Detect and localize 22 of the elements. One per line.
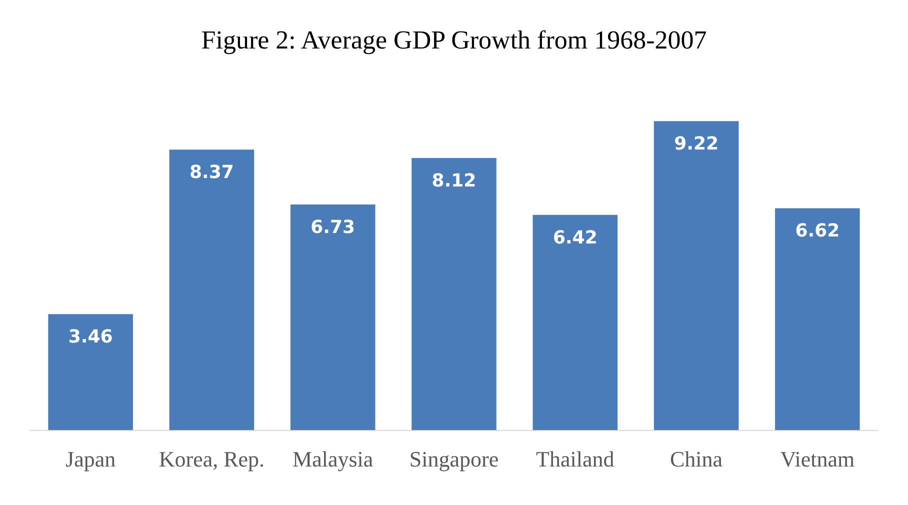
data-label: 6.62 [795,220,840,242]
x-tick-label: Singapore [409,446,499,472]
data-label: 8.12 [432,170,476,192]
x-tick-label: Japan [66,446,116,472]
data-label: 6.73 [310,217,356,238]
data-label: 3.46 [68,326,113,348]
x-tick-label: China [670,446,723,472]
bar [412,158,496,430]
chart-title: Figure 2: Average GDP Growth from 1968-2007 [201,26,707,54]
data-label: 9.22 [674,134,718,155]
bar [48,314,133,430]
bar [169,150,254,430]
x-tick-label: Thailand [536,446,614,472]
bar [532,214,618,430]
bar [775,208,860,430]
x-tick-label: Malaysia [292,446,374,472]
x-tick-label: Vietnam [780,446,855,472]
x-tick-label: Korea, Rep. [158,446,265,472]
bar [654,121,739,430]
bar [290,204,376,430]
data-label: 6.42 [552,227,598,248]
data-label: 8.37 [190,162,234,184]
